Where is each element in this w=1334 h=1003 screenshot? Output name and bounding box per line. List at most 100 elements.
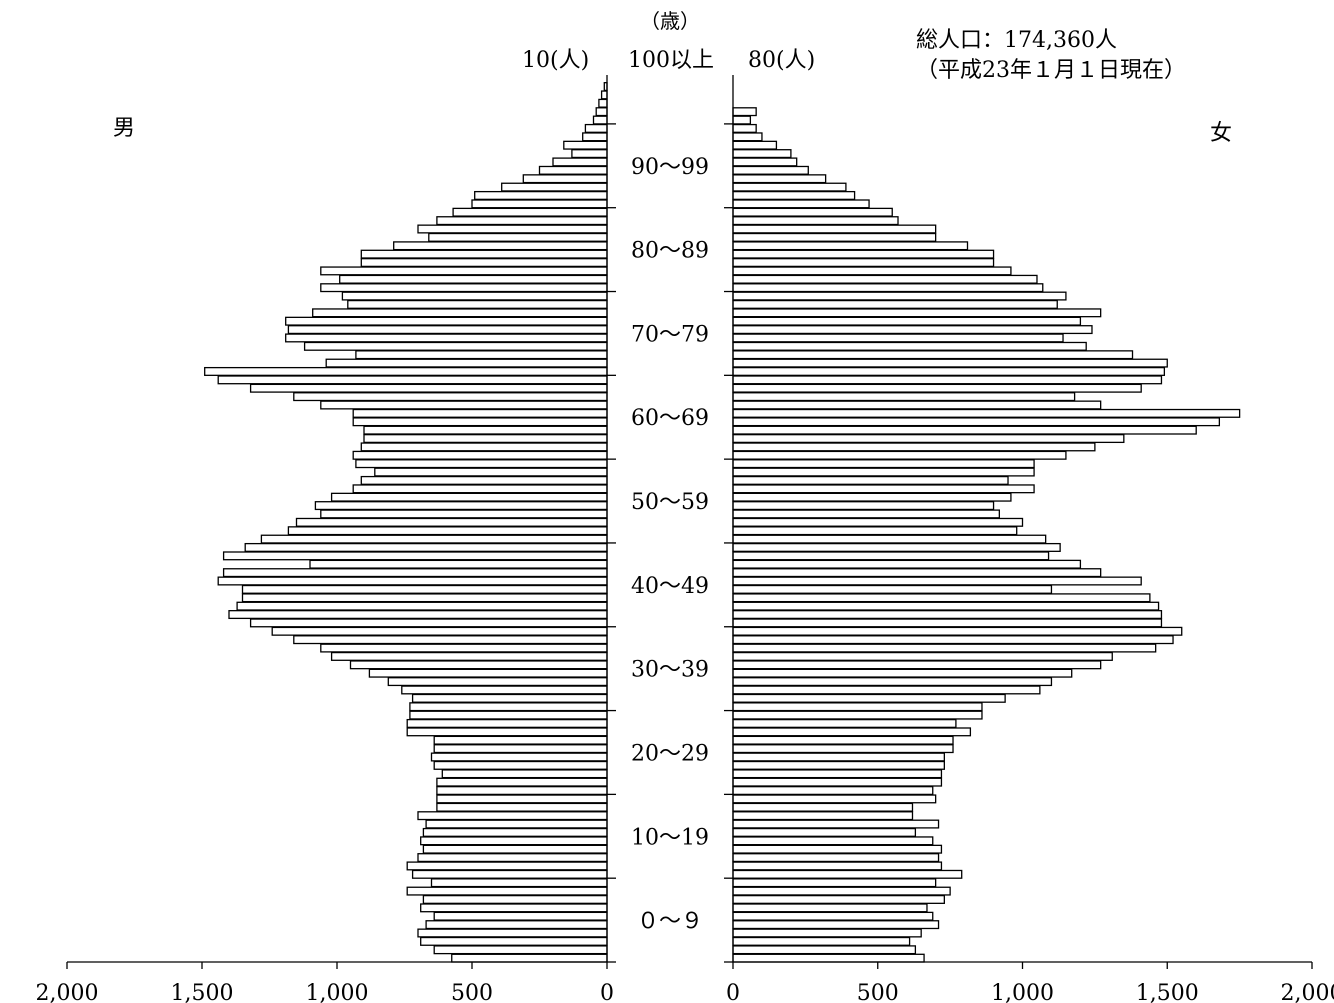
age-group-label: 90～99: [631, 155, 709, 180]
female-top-note: 80(人): [748, 48, 815, 73]
female-bar-age-101: [732, 107, 757, 117]
male-bar-age-13: [422, 844, 608, 854]
female-bar-age-63: [732, 425, 1197, 435]
male-bar-age-85: [393, 241, 608, 251]
female-bar-age-71: [732, 358, 1168, 368]
female-bar-age-92: [732, 182, 847, 192]
male-bar-age-24: [430, 752, 608, 762]
female-bar-age-61: [732, 442, 1096, 452]
age-group-label: 60～69: [631, 406, 709, 431]
male-bar-age-52: [295, 517, 608, 527]
male-bar-age-91: [474, 190, 608, 200]
female-bar-age-95: [732, 157, 798, 167]
female-bar-age-84: [732, 249, 995, 259]
female-bar-age-87: [732, 224, 937, 234]
female-bar-age-5: [732, 911, 934, 921]
male-bar-age-103: [600, 90, 608, 100]
male-bar-age-80: [320, 283, 608, 293]
female-bar-age-70: [732, 366, 1166, 376]
male-bar-age-36: [330, 651, 608, 661]
male-bar-age-34: [368, 668, 608, 678]
male-bar-age-83: [360, 258, 608, 268]
female-bar-age-62: [732, 434, 1125, 444]
female-bar-age-11: [732, 861, 943, 871]
age-group-label: 70～79: [631, 322, 709, 347]
male-bar-age-77: [312, 308, 608, 318]
female-x-tick-label: 0: [726, 981, 740, 1003]
male-bar-age-25: [433, 744, 608, 754]
male-bar-age-8: [406, 886, 608, 896]
female-bar-age-88: [732, 216, 899, 226]
female-bar-age-65: [732, 408, 1241, 418]
female-bar-age-77: [732, 308, 1102, 318]
male-bar-age-16: [425, 819, 608, 829]
male-bar-age-98: [582, 132, 608, 142]
female-bar-age-33: [732, 677, 1053, 687]
female-bar-age-66: [732, 400, 1102, 410]
female-x-tick-label: 1,000: [991, 981, 1054, 1003]
male-bar-age-70: [204, 366, 608, 376]
male-bar-age-56: [352, 484, 608, 494]
male-bar-age-6: [420, 903, 608, 913]
male-bar-age-51: [287, 526, 608, 536]
female-bar-age-43: [732, 593, 1151, 603]
female-bar-age-38: [732, 635, 1174, 645]
male-bar-age-50: [260, 534, 608, 544]
female-bar-age-49: [732, 542, 1061, 552]
male-bar-age-32: [401, 685, 608, 695]
female-bar-age-98: [732, 132, 763, 142]
age-group-label: 40～49: [631, 574, 709, 599]
female-bar-age-9: [732, 878, 937, 888]
female-bar-age-19: [732, 794, 937, 804]
male-x-tick-label: 500: [451, 981, 493, 1003]
female-x-tick-label: 2,000: [1281, 981, 1334, 1003]
female-bar-age-15: [732, 827, 917, 837]
male-bar-age-37: [320, 643, 608, 653]
female-bar-age-73: [732, 341, 1087, 351]
female-bar-age-96: [732, 149, 792, 159]
female-bar-age-89: [732, 207, 893, 217]
male-bar-age-58: [374, 467, 608, 477]
male-bar-age-27: [406, 727, 608, 737]
female-bar-age-32: [732, 685, 1041, 695]
female-bar-age-82: [732, 266, 1012, 276]
age-group-label: 50～59: [631, 490, 709, 515]
male-bar-age-42: [236, 601, 608, 611]
male-bar-age-47: [309, 559, 608, 569]
male-bar-age-26: [433, 735, 608, 745]
male-bar-age-4: [425, 920, 608, 930]
female-bar-age-21: [732, 777, 943, 787]
male-x-tick-label: 1,000: [306, 981, 369, 1003]
male-bar-age-89: [452, 207, 608, 217]
female-bar-age-57: [732, 475, 1009, 485]
age-group-label: 30～39: [631, 658, 709, 683]
male-bar-age-64: [352, 417, 608, 427]
female-bar-age-86: [732, 232, 937, 242]
male-bar-age-71: [325, 358, 608, 368]
female-bar-age-76: [732, 316, 1082, 326]
male-bar-age-43: [241, 593, 608, 603]
female-bar-age-94: [732, 165, 809, 175]
male-bar-age-7: [422, 894, 608, 904]
male-bar-age-30: [409, 702, 608, 712]
male-bar-age-94: [538, 165, 608, 175]
male-bar-age-5: [433, 911, 608, 921]
female-bar-age-6: [732, 903, 928, 913]
male-bar-age-100: [592, 115, 608, 125]
male-x-tick-label: 2,000: [36, 981, 99, 1003]
male-bar-age-31: [411, 693, 608, 703]
male-bar-age-28: [406, 718, 608, 728]
male-bar-age-39: [271, 626, 608, 636]
male-x-tick-label: 1,500: [171, 981, 234, 1003]
female-bar-age-72: [732, 350, 1134, 360]
female-bar-age-20: [732, 786, 934, 796]
male-bar-age-14: [420, 836, 608, 846]
female-bar-age-1: [732, 945, 917, 955]
female-bar-age-54: [732, 501, 995, 511]
male-bar-age-45: [217, 576, 608, 586]
female-bar-age-48: [732, 551, 1050, 561]
labels-group: 2,000 1,500 1,000 500 0 0 500 1,000 1,500 2,000 90…: [36, 155, 1334, 1003]
female-bar-age-45: [732, 576, 1142, 586]
female-bar-age-40: [732, 618, 1163, 628]
male-bar-age-20: [436, 786, 608, 796]
